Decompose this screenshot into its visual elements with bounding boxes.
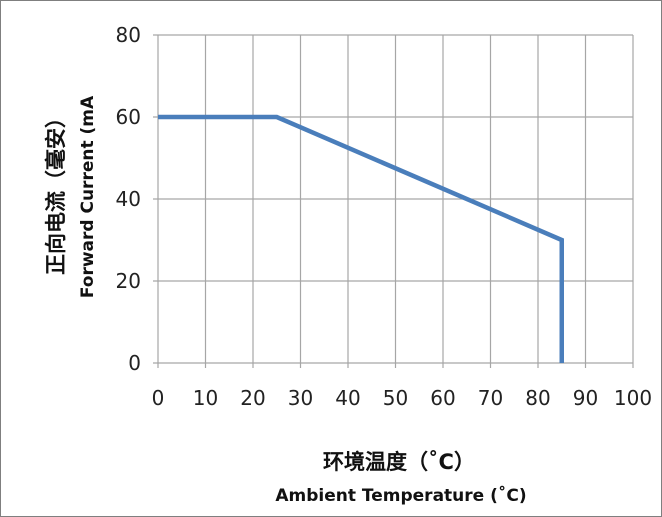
- tick-labels: 0 10 20 30 40 50 60 70 80 90 100 0 20 40 60 80: [116, 23, 653, 410]
- x-tick-label: 100: [614, 386, 652, 410]
- x-tick-label: 10: [193, 386, 218, 410]
- x-axis-title-cn: 环境温度（˚C）: [323, 450, 475, 474]
- x-tick-label: 70: [478, 386, 503, 410]
- x-tick-label: 0: [152, 386, 165, 410]
- x-tick-label: 20: [240, 386, 265, 410]
- series-line: [158, 114, 564, 363]
- y-tick-label: 20: [116, 269, 141, 293]
- x-tick-label: 90: [573, 386, 598, 410]
- x-tick-label: 40: [335, 386, 360, 410]
- x-axis-title-en: Ambient Temperature (˚C): [275, 484, 526, 506]
- y-tick-label: 0: [128, 351, 141, 375]
- y-axis-title-cn: 正向电流（毫安）: [44, 107, 68, 275]
- y-tick-label: 60: [116, 105, 141, 129]
- y-tick-label: 40: [116, 187, 141, 211]
- y-tick-label: 80: [116, 23, 141, 47]
- x-tick-label: 80: [525, 386, 550, 410]
- x-tick-label: 60: [430, 386, 455, 410]
- y-axis-title-en: Forward Current (mA: [78, 95, 98, 298]
- x-tick-label: 50: [383, 386, 408, 410]
- x-tick-label: 30: [288, 386, 313, 410]
- plot-area: [158, 114, 564, 363]
- grid: [153, 34, 634, 368]
